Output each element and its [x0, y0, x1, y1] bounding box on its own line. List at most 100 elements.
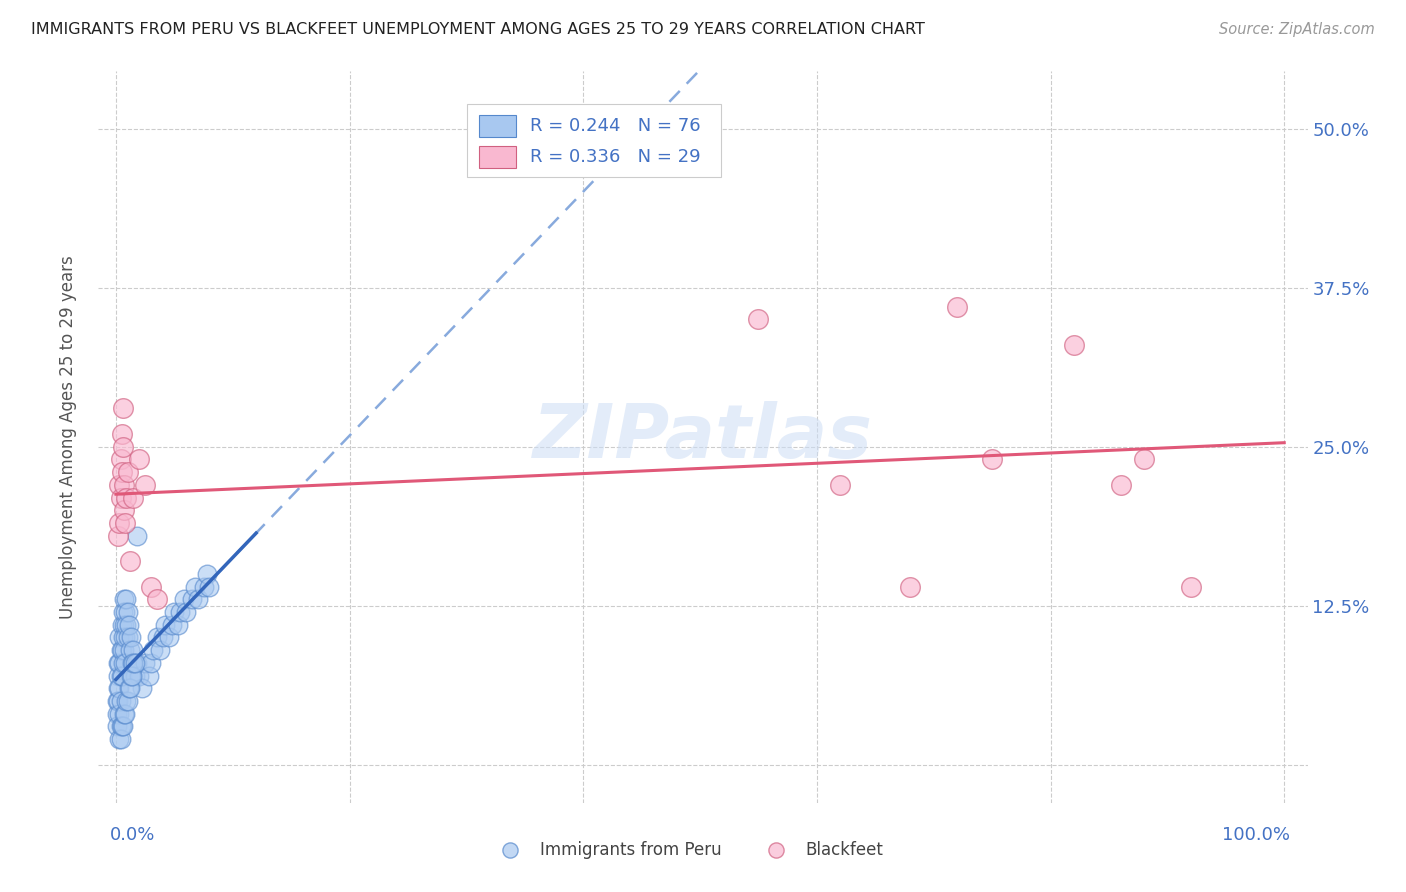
Point: [112, 503, 135, 517]
Point: [112, 592, 135, 607]
Point: [111, 465, 134, 479]
Point: [111, 643, 134, 657]
Point: [120, 668, 142, 682]
Point: [107, 529, 129, 543]
Point: [108, 656, 131, 670]
Point: [121, 668, 143, 682]
Point: [125, 529, 148, 543]
Point: [117, 605, 139, 619]
Point: [111, 426, 134, 441]
Point: [111, 631, 134, 645]
Point: [114, 656, 136, 670]
Point: [131, 681, 153, 696]
Point: [112, 617, 135, 632]
Point: [117, 465, 139, 479]
Point: [111, 719, 134, 733]
Point: [110, 732, 132, 747]
Y-axis label: Unemployment Among Ages 25 to 29 years: Unemployment Among Ages 25 to 29 years: [59, 255, 77, 619]
Point: [134, 477, 156, 491]
Point: [146, 631, 169, 645]
Point: [167, 617, 190, 632]
Point: [110, 719, 132, 733]
Point: [121, 656, 143, 670]
Point: [110, 694, 132, 708]
Point: [146, 592, 169, 607]
Point: [105, 694, 128, 708]
Point: [118, 681, 141, 696]
Point: [114, 706, 136, 721]
Point: [139, 580, 162, 594]
Point: [1133, 452, 1156, 467]
Point: [149, 643, 172, 657]
Text: Blackfeet: Blackfeet: [806, 841, 883, 859]
Point: [134, 656, 156, 670]
Point: [187, 592, 209, 607]
Point: [1109, 477, 1132, 491]
Point: [160, 617, 183, 632]
Text: Immigrants from Peru: Immigrants from Peru: [540, 841, 721, 859]
Point: [105, 706, 128, 721]
Point: [114, 516, 136, 530]
Point: [163, 605, 186, 619]
Point: [111, 401, 134, 416]
Point: [946, 300, 969, 314]
Point: [107, 681, 129, 696]
Point: [111, 719, 134, 733]
Point: [108, 732, 131, 747]
Text: R = 0.244   N = 76: R = 0.244 N = 76: [530, 117, 700, 136]
Point: [1063, 338, 1085, 352]
Point: [118, 554, 141, 568]
Point: [124, 656, 146, 670]
Point: [110, 668, 132, 682]
Point: [122, 656, 145, 670]
Point: [830, 477, 852, 491]
Point: [117, 631, 139, 645]
Point: [112, 643, 135, 657]
Point: [115, 617, 138, 632]
Point: [112, 477, 135, 491]
Point: [115, 694, 138, 708]
Point: [107, 656, 129, 670]
FancyBboxPatch shape: [479, 115, 516, 137]
Point: [502, 840, 524, 855]
Point: [153, 617, 176, 632]
Point: [180, 592, 202, 607]
Point: [195, 566, 218, 581]
FancyBboxPatch shape: [467, 104, 721, 178]
Point: [152, 631, 174, 645]
Point: [173, 592, 195, 607]
Point: [198, 580, 221, 594]
Point: [114, 631, 136, 645]
Text: ZIPatlas: ZIPatlas: [533, 401, 873, 474]
Point: [120, 631, 142, 645]
Text: 100.0%: 100.0%: [1222, 826, 1291, 844]
Point: [193, 580, 215, 594]
Text: IMMIGRANTS FROM PERU VS BLACKFEET UNEMPLOYMENT AMONG AGES 25 TO 29 YEARS CORRELA: IMMIGRANTS FROM PERU VS BLACKFEET UNEMPL…: [31, 22, 925, 37]
Point: [108, 516, 131, 530]
Text: R = 0.336   N = 29: R = 0.336 N = 29: [530, 148, 700, 166]
Text: Source: ZipAtlas.com: Source: ZipAtlas.com: [1219, 22, 1375, 37]
Point: [169, 605, 191, 619]
Point: [128, 452, 150, 467]
Point: [118, 681, 141, 696]
Point: [118, 643, 141, 657]
Point: [108, 631, 131, 645]
Point: [117, 694, 139, 708]
Point: [108, 477, 131, 491]
Point: [139, 656, 162, 670]
Text: 0.0%: 0.0%: [110, 826, 156, 844]
Point: [108, 681, 131, 696]
Point: [110, 643, 132, 657]
FancyBboxPatch shape: [479, 146, 516, 168]
Point: [110, 452, 132, 467]
Point: [110, 491, 132, 505]
Point: [898, 580, 921, 594]
Point: [157, 631, 180, 645]
Point: [108, 706, 131, 721]
Point: [107, 668, 129, 682]
Point: [759, 840, 782, 855]
Point: [128, 668, 150, 682]
Point: [111, 656, 134, 670]
Point: [747, 312, 769, 326]
Point: [142, 643, 165, 657]
